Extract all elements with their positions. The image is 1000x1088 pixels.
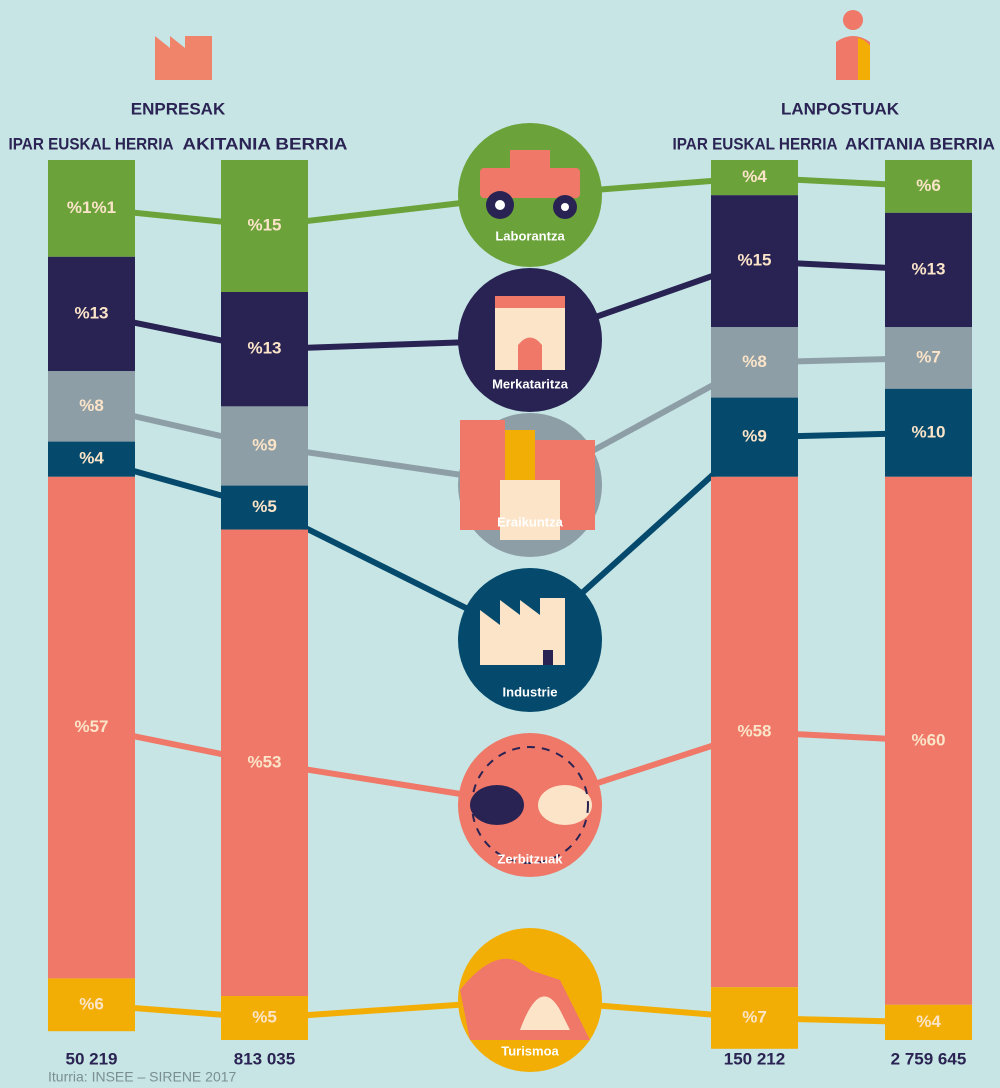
value-label: %58 [737,721,771,740]
bar-segment [221,529,308,996]
bar-segment [885,327,972,389]
group-label: LANPOSTUAK [781,99,900,118]
bar-segment [48,371,135,442]
value-label: %13 [247,339,281,358]
value-label: %4 [742,167,767,186]
value-label: %4 [916,1012,941,1031]
bar-segment [48,256,135,372]
value-label: %15 [737,251,771,270]
bar-segment [221,160,308,292]
bar-segment [48,441,135,477]
value-label: %8 [742,352,767,371]
bar-segment [885,160,972,213]
sector-label: Eraikuntza [497,514,564,529]
bar-segment [48,978,135,1032]
value-label: %6 [916,176,941,195]
bar-segment [711,327,798,398]
bar-segment [48,476,135,979]
column-label: IPAR EUSKAL HERRIA [9,134,174,153]
source: Iturria: INSEE – SIRENE 2017 [48,1069,237,1085]
sector-label: Zerbitzuak [497,851,563,866]
value-label: %7 [916,347,941,366]
total-label: 150 212 [724,1049,785,1068]
bar-segment [711,160,798,196]
bar-segment [221,406,308,486]
value-label: %8 [79,396,104,415]
bar-segment [885,212,972,328]
sector-label: Industrie [503,684,558,699]
column-label: AKITANIA BERRIA [183,134,348,153]
value-label: %6 [79,994,104,1013]
total-label: 813 035 [234,1049,295,1068]
sector-label: Turismoa [501,1043,559,1058]
total-label: 50 219 [66,1049,118,1068]
bar-segment [48,160,135,257]
person-icon [836,10,870,80]
value-label: %60 [911,730,945,749]
tractor [480,150,580,198]
group-label: ENPRESAK [131,99,226,118]
value-label: %9 [742,427,767,446]
value-label: %15 [247,215,281,234]
bar-segment [885,476,972,1005]
value-label: %4 [79,449,104,468]
value-label: %7 [742,1007,767,1026]
sector-icons: Laborantza Merkataritza Eraikuntza Indus… [458,123,602,1072]
value-label: %1%1 [67,198,116,217]
bar-segment [885,388,972,477]
bar-segment [221,485,308,530]
factory-icon [155,36,212,80]
value-label: %13 [74,303,108,322]
value-label: %13 [911,259,945,278]
value-label: %5 [252,1007,277,1026]
value-label: %9 [252,435,277,454]
circle [458,733,602,877]
bar-segment [711,476,798,988]
bar-segment [711,195,798,328]
value-label: %5 [252,497,277,516]
total-label: 2 759 645 [891,1049,967,1068]
column-label: AKITANIA BERRIA [845,134,995,153]
bar-segment [221,292,308,407]
value-label: %53 [247,752,281,771]
bar-segment [711,397,798,477]
bar-segment [221,996,308,1040]
column-label: IPAR EUSKAL HERRIA [673,134,838,153]
sector-label: Merkataritza [492,376,569,391]
bar-segment [885,1004,972,1040]
sector-label: Laborantza [495,228,565,243]
value-label: %57 [74,717,108,736]
bar-segment [711,987,798,1049]
value-label: %10 [911,422,945,441]
